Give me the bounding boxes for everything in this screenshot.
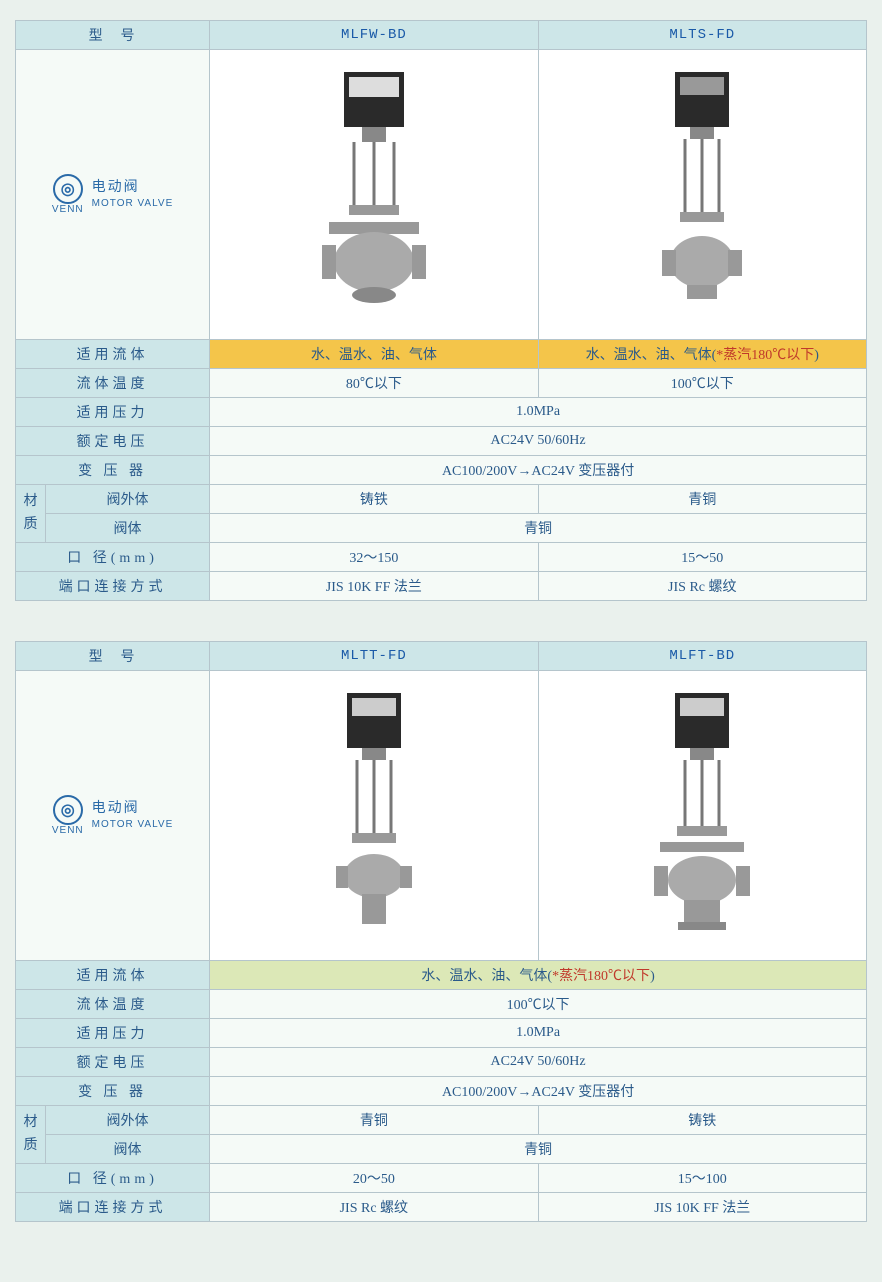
product-image-2 [538, 50, 866, 340]
outer-body-2: 铸铁 [538, 1106, 866, 1135]
fluid: 水、温水、油、气体(*蒸汽180℃以下) [210, 961, 867, 990]
label-pressure: 适用压力 [16, 1019, 210, 1048]
model-2: MLTS-FD [538, 21, 866, 50]
label-body: 阀体 [45, 514, 209, 543]
connection-2: JIS 10K FF 法兰 [538, 1193, 866, 1222]
temp-1: 80℃以下 [210, 369, 538, 398]
valve-icon [642, 688, 762, 938]
label-transformer: 变 压 器 [16, 456, 210, 485]
label-model: 型 号 [16, 21, 210, 50]
outer-body-2: 青铜 [538, 485, 866, 514]
label-bore: 口 径(mm) [16, 1164, 210, 1193]
label-model: 型 号 [16, 642, 210, 671]
bore-1: 32～150 [210, 543, 538, 572]
brand-cn: 电动阀 [92, 800, 174, 818]
valve-icon [642, 67, 762, 317]
voltage: AC24V 50/60Hz [210, 1048, 867, 1077]
label-pressure: 适用压力 [16, 398, 210, 427]
label-temp: 流体温度 [16, 990, 210, 1019]
brand-name: VENN [52, 825, 84, 836]
model-1: MLTT-FD [210, 642, 538, 671]
bore-2: 15～100 [538, 1164, 866, 1193]
brand-cell: ◎ VENN 电动阀 MOTOR VALVE [16, 671, 210, 961]
fluid-2: 水、温水、油、气体(*蒸汽180℃以下) [538, 340, 866, 369]
brand-logo-icon: ◎ [53, 795, 83, 825]
body: 青铜 [210, 1135, 867, 1164]
valve-icon [314, 67, 434, 317]
product-image-1 [210, 50, 538, 340]
model-1: MLFW-BD [210, 21, 538, 50]
label-voltage: 额定电压 [16, 1048, 210, 1077]
product-image-1 [210, 671, 538, 961]
label-fluid: 适用流体 [16, 961, 210, 990]
label-body: 阀体 [45, 1135, 209, 1164]
model-2: MLFT-BD [538, 642, 866, 671]
connection-1: JIS 10K FF 法兰 [210, 572, 538, 601]
outer-body-1: 青铜 [210, 1106, 538, 1135]
valve-icon [314, 688, 434, 938]
brand-logo-icon: ◎ [53, 174, 83, 204]
spec-table-1: 型 号 MLFW-BD MLTS-FD ◎ VENN 电动阀 MOTOR VAL… [15, 20, 867, 601]
brand-cn: 电动阀 [92, 179, 174, 197]
outer-body-1: 铸铁 [210, 485, 538, 514]
label-bore: 口 径(mm) [16, 543, 210, 572]
label-transformer: 变 压 器 [16, 1077, 210, 1106]
label-fluid: 适用流体 [16, 340, 210, 369]
bore-2: 15～50 [538, 543, 866, 572]
brand-name: VENN [52, 204, 84, 215]
product-image-2 [538, 671, 866, 961]
transformer: AC100/200V→AC24V 变压器付 [210, 456, 867, 485]
brand-en: MOTOR VALVE [92, 197, 174, 210]
label-connection: 端口连接方式 [16, 1193, 210, 1222]
label-connection: 端口连接方式 [16, 572, 210, 601]
body: 青铜 [210, 514, 867, 543]
label-temp: 流体温度 [16, 369, 210, 398]
temp: 100℃以下 [210, 990, 867, 1019]
label-material: 材质 [16, 485, 46, 543]
label-material: 材质 [16, 1106, 46, 1164]
voltage: AC24V 50/60Hz [210, 427, 867, 456]
label-outer-body: 阀外体 [45, 1106, 209, 1135]
label-outer-body: 阀外体 [45, 485, 209, 514]
brand-cell: ◎ VENN 电动阀 MOTOR VALVE [16, 50, 210, 340]
transformer: AC100/200V→AC24V 变压器付 [210, 1077, 867, 1106]
connection-1: JIS Rc 螺纹 [210, 1193, 538, 1222]
connection-2: JIS Rc 螺纹 [538, 572, 866, 601]
spec-table-2: 型 号 MLTT-FD MLFT-BD ◎ VENN 电动阀 MOTOR VAL… [15, 641, 867, 1222]
label-voltage: 额定电压 [16, 427, 210, 456]
pressure: 1.0MPa [210, 1019, 867, 1048]
pressure: 1.0MPa [210, 398, 867, 427]
temp-2: 100℃以下 [538, 369, 866, 398]
bore-1: 20～50 [210, 1164, 538, 1193]
fluid-1: 水、温水、油、气体 [210, 340, 538, 369]
brand-en: MOTOR VALVE [92, 818, 174, 831]
